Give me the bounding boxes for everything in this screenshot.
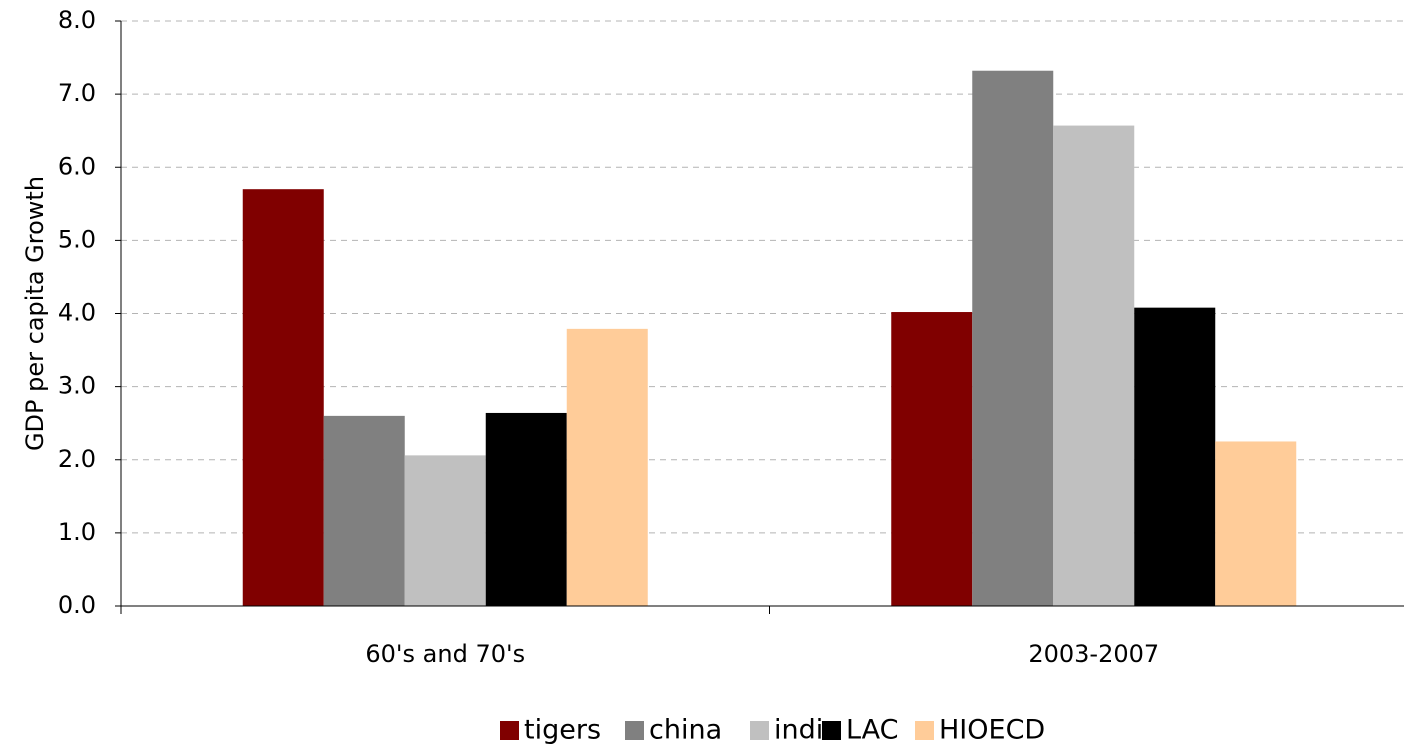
y-axis-ticks: 0.0 1.0 2.0 3.0 4.0 5.0 6.0 7.0 8.0 xyxy=(58,6,121,619)
x-axis-ticks: 60's and 70's 2003-2007 xyxy=(120,606,1159,668)
y-tick-label: 0.0 xyxy=(58,591,96,619)
y-tick-label: 7.0 xyxy=(58,79,96,107)
y-tick-label: 1.0 xyxy=(58,518,96,546)
legend-label-lac: LAC xyxy=(846,715,899,745)
y-tick-label: 4.0 xyxy=(58,299,96,327)
legend-label-hioecd: HIOECD xyxy=(939,715,1045,745)
bars xyxy=(242,70,1297,607)
legend-swatch-india xyxy=(750,721,769,740)
legend-swatch-tigers xyxy=(500,721,519,740)
y-tick-label: 3.0 xyxy=(58,372,96,400)
legend-label-tigers: tigers xyxy=(524,715,601,745)
legend-swatch-china xyxy=(625,721,644,740)
y-tick-label: 8.0 xyxy=(58,6,96,34)
bar-india-1 xyxy=(1053,125,1135,606)
bar-tigers-1 xyxy=(891,312,973,606)
bar-tigers-0 xyxy=(242,189,324,606)
legend: tigers china india LAC HIOECD xyxy=(500,715,1045,745)
bar-hioecd-0 xyxy=(566,328,648,606)
y-tick-label: 5.0 xyxy=(58,225,96,253)
x-tick-label: 60's and 70's xyxy=(365,640,525,668)
x-tick-label: 2003-2007 xyxy=(1028,640,1159,668)
bar-lac-1 xyxy=(1134,307,1216,606)
y-tick-label: 6.0 xyxy=(58,152,96,180)
legend-swatch-lac xyxy=(822,721,841,740)
y-tick-label: 2.0 xyxy=(58,445,96,473)
y-axis-title: GDP per capita Growth xyxy=(21,176,49,451)
legend-label-china: china xyxy=(649,715,722,745)
legend-swatch-hioecd xyxy=(915,721,934,740)
bar-hioecd-1 xyxy=(1215,441,1297,606)
bar-india-0 xyxy=(404,455,486,606)
bar-china-0 xyxy=(323,415,405,606)
bar-china-1 xyxy=(972,70,1054,607)
bar-lac-0 xyxy=(485,412,567,606)
